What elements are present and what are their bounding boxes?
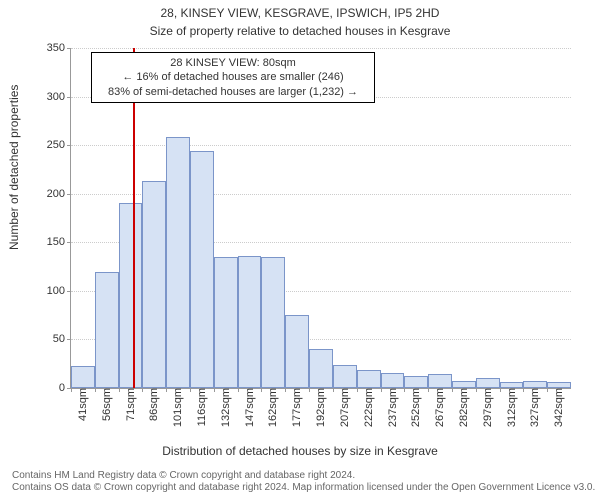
y-tick-label: 300 — [47, 91, 71, 103]
x-tick-label: 101sqm — [170, 388, 184, 427]
histogram-bar — [357, 370, 381, 388]
histogram-bar — [166, 137, 190, 388]
x-tick-label: 56sqm — [99, 388, 113, 421]
x-tick-label: 132sqm — [218, 388, 232, 427]
x-axis-label: Distribution of detached houses by size … — [0, 444, 600, 458]
x-tick-mark — [309, 388, 310, 392]
x-tick-label: 327sqm — [527, 388, 541, 427]
y-tick-label: 50 — [53, 333, 71, 345]
x-tick-mark — [166, 388, 167, 392]
chart-container: 28, KINSEY VIEW, KESGRAVE, IPSWICH, IP5 … — [0, 0, 600, 500]
x-tick-label: 147sqm — [242, 388, 256, 427]
x-tick-mark — [285, 388, 286, 392]
histogram-bar — [381, 373, 405, 388]
y-tick-label: 200 — [47, 188, 71, 200]
annotation-line-1: 28 KINSEY VIEW: 80sqm — [98, 56, 368, 70]
x-tick-mark — [214, 388, 215, 392]
x-tick-mark — [119, 388, 120, 392]
x-tick-label: 116sqm — [194, 388, 208, 426]
histogram-bar — [452, 381, 476, 388]
histogram-bar — [404, 376, 428, 388]
x-tick-mark — [381, 388, 382, 392]
x-tick-label: 222sqm — [361, 388, 375, 427]
x-tick-label: 162sqm — [265, 388, 279, 427]
y-tick-label: 250 — [47, 139, 71, 151]
grid-line — [71, 48, 571, 49]
x-tick-mark — [404, 388, 405, 392]
x-tick-label: 192sqm — [313, 388, 327, 427]
plot-area: 05010015020025030035041sqm56sqm71sqm86sq… — [70, 48, 571, 389]
histogram-bar — [428, 374, 452, 388]
x-tick-mark — [547, 388, 548, 392]
x-tick-mark — [452, 388, 453, 392]
chart-title-address: 28, KINSEY VIEW, KESGRAVE, IPSWICH, IP5 … — [0, 6, 600, 20]
x-tick-label: 267sqm — [432, 388, 446, 427]
x-tick-label: 312sqm — [504, 388, 518, 427]
histogram-bar — [190, 151, 214, 388]
x-tick-mark — [476, 388, 477, 392]
x-tick-label: 86sqm — [146, 388, 160, 421]
histogram-bar — [119, 203, 143, 388]
x-tick-label: 252sqm — [408, 388, 422, 427]
histogram-bar — [285, 315, 309, 388]
x-tick-label: 71sqm — [123, 388, 137, 421]
x-tick-mark — [523, 388, 524, 392]
x-tick-label: 237sqm — [385, 388, 399, 427]
x-tick-mark — [95, 388, 96, 392]
x-tick-mark — [357, 388, 358, 392]
histogram-bar — [523, 381, 547, 388]
y-tick-label: 350 — [47, 42, 71, 54]
x-tick-label: 177sqm — [289, 388, 303, 427]
x-tick-mark — [71, 388, 72, 392]
annotation-box: 28 KINSEY VIEW: 80sqm← 16% of detached h… — [91, 52, 375, 103]
histogram-bar — [333, 365, 357, 388]
footer-line-2: Contains OS data © Crown copyright and d… — [12, 482, 595, 494]
annotation-line-2: ← 16% of detached houses are smaller (24… — [98, 70, 368, 84]
x-tick-label: 342sqm — [551, 388, 565, 427]
x-tick-label: 207sqm — [337, 388, 351, 427]
histogram-bar — [476, 378, 500, 388]
histogram-bar — [142, 181, 166, 388]
x-tick-mark — [428, 388, 429, 392]
histogram-bar — [71, 366, 95, 388]
histogram-bar — [214, 257, 238, 388]
x-tick-label: 297sqm — [480, 388, 494, 427]
x-tick-label: 41sqm — [75, 388, 89, 421]
histogram-bar — [309, 349, 333, 388]
histogram-bar — [95, 272, 119, 388]
x-tick-mark — [261, 388, 262, 392]
x-tick-mark — [238, 388, 239, 392]
histogram-bar — [238, 256, 262, 388]
x-tick-mark — [500, 388, 501, 392]
chart-title-sub: Size of property relative to detached ho… — [0, 24, 600, 38]
histogram-bar — [261, 257, 285, 388]
annotation-line-3: 83% of semi-detached houses are larger (… — [98, 85, 368, 99]
y-tick-label: 150 — [47, 236, 71, 248]
x-tick-mark — [142, 388, 143, 392]
footer-line-1: Contains HM Land Registry data © Crown c… — [12, 470, 595, 482]
footer-attribution: Contains HM Land Registry data © Crown c… — [12, 470, 595, 494]
x-tick-label: 282sqm — [456, 388, 470, 427]
x-tick-mark — [333, 388, 334, 392]
y-tick-label: 0 — [59, 382, 71, 394]
x-tick-mark — [190, 388, 191, 392]
grid-line — [71, 145, 571, 146]
y-axis-label: Number of detached properties — [7, 85, 21, 250]
y-tick-label: 100 — [47, 285, 71, 297]
